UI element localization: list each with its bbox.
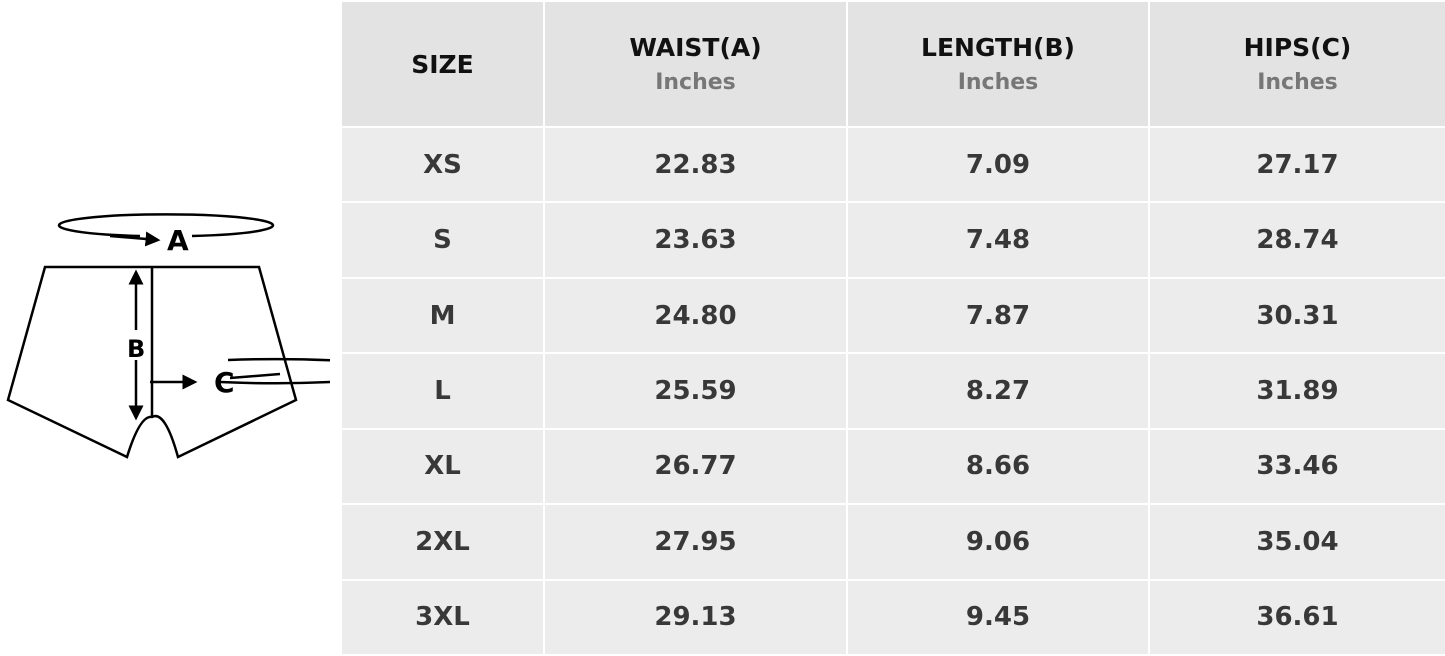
- size-cell: 2XL: [340, 503, 545, 581]
- size-cell: 3XL: [340, 578, 545, 656]
- table-row: 2XL 27.95 9.06 35.04: [340, 503, 1445, 581]
- table-row: M 24.80 7.87 30.31: [340, 276, 1445, 355]
- hips-cell: 30.31: [1148, 276, 1445, 355]
- header-waist: WAIST(A) Inches: [543, 0, 848, 128]
- length-cell: 8.27: [846, 352, 1150, 430]
- length-cell: 7.09: [846, 125, 1150, 204]
- waist-cell: 23.63: [543, 201, 848, 279]
- waist-cell: 26.77: [543, 427, 848, 506]
- size-chart-table: SIZE WAIST(A) Inches LENGTH(B) Inches HIPS…: [340, 0, 1445, 656]
- header-length: LENGTH(B) Inches: [846, 0, 1150, 128]
- waist-cell: 25.59: [543, 352, 848, 430]
- waist-cell: 27.95: [543, 503, 848, 581]
- length-cell: 7.48: [846, 201, 1150, 279]
- table-row: 3XL 29.13 9.45 36.61: [340, 578, 1445, 656]
- size-cell: S: [340, 201, 545, 279]
- hips-cell: 27.17: [1148, 125, 1445, 204]
- size-cell: XL: [340, 427, 545, 506]
- size-cell: M: [340, 276, 545, 355]
- size-cell: L: [340, 352, 545, 430]
- size-cell: XS: [340, 125, 545, 204]
- hips-ellipse: [219, 357, 330, 385]
- label-b: B: [127, 335, 145, 363]
- label-a: A: [167, 224, 189, 257]
- label-c: C: [214, 366, 235, 399]
- length-cell: 9.45: [846, 578, 1150, 656]
- hips-cell: 33.46: [1148, 427, 1445, 506]
- length-cell: 8.66: [846, 427, 1150, 506]
- hips-cell: 36.61: [1148, 578, 1445, 656]
- header-row: SIZE WAIST(A) Inches LENGTH(B) Inches HIPS…: [340, 0, 1445, 128]
- hips-cell: 31.89: [1148, 352, 1445, 430]
- length-cell: 7.87: [846, 276, 1150, 355]
- waist-cell: 24.80: [543, 276, 848, 355]
- waist-cell: 29.13: [543, 578, 848, 656]
- hips-cell: 35.04: [1148, 503, 1445, 581]
- header-size: SIZE: [340, 0, 545, 128]
- waist-cell: 22.83: [543, 125, 848, 204]
- table-row: L 25.59 8.27 31.89: [340, 352, 1445, 430]
- table-row: XS 22.83 7.09 27.17: [340, 125, 1445, 204]
- shorts-measurement-diagram: A B C: [6, 213, 330, 459]
- header-hips: HIPS(C) Inches: [1148, 0, 1445, 128]
- hips-cell: 28.74: [1148, 201, 1445, 279]
- table-row: XL 26.77 8.66 33.46: [340, 427, 1445, 506]
- length-cell: 9.06: [846, 503, 1150, 581]
- waist-ellipse: [57, 213, 275, 238]
- table-row: S 23.63 7.48 28.74: [340, 201, 1445, 279]
